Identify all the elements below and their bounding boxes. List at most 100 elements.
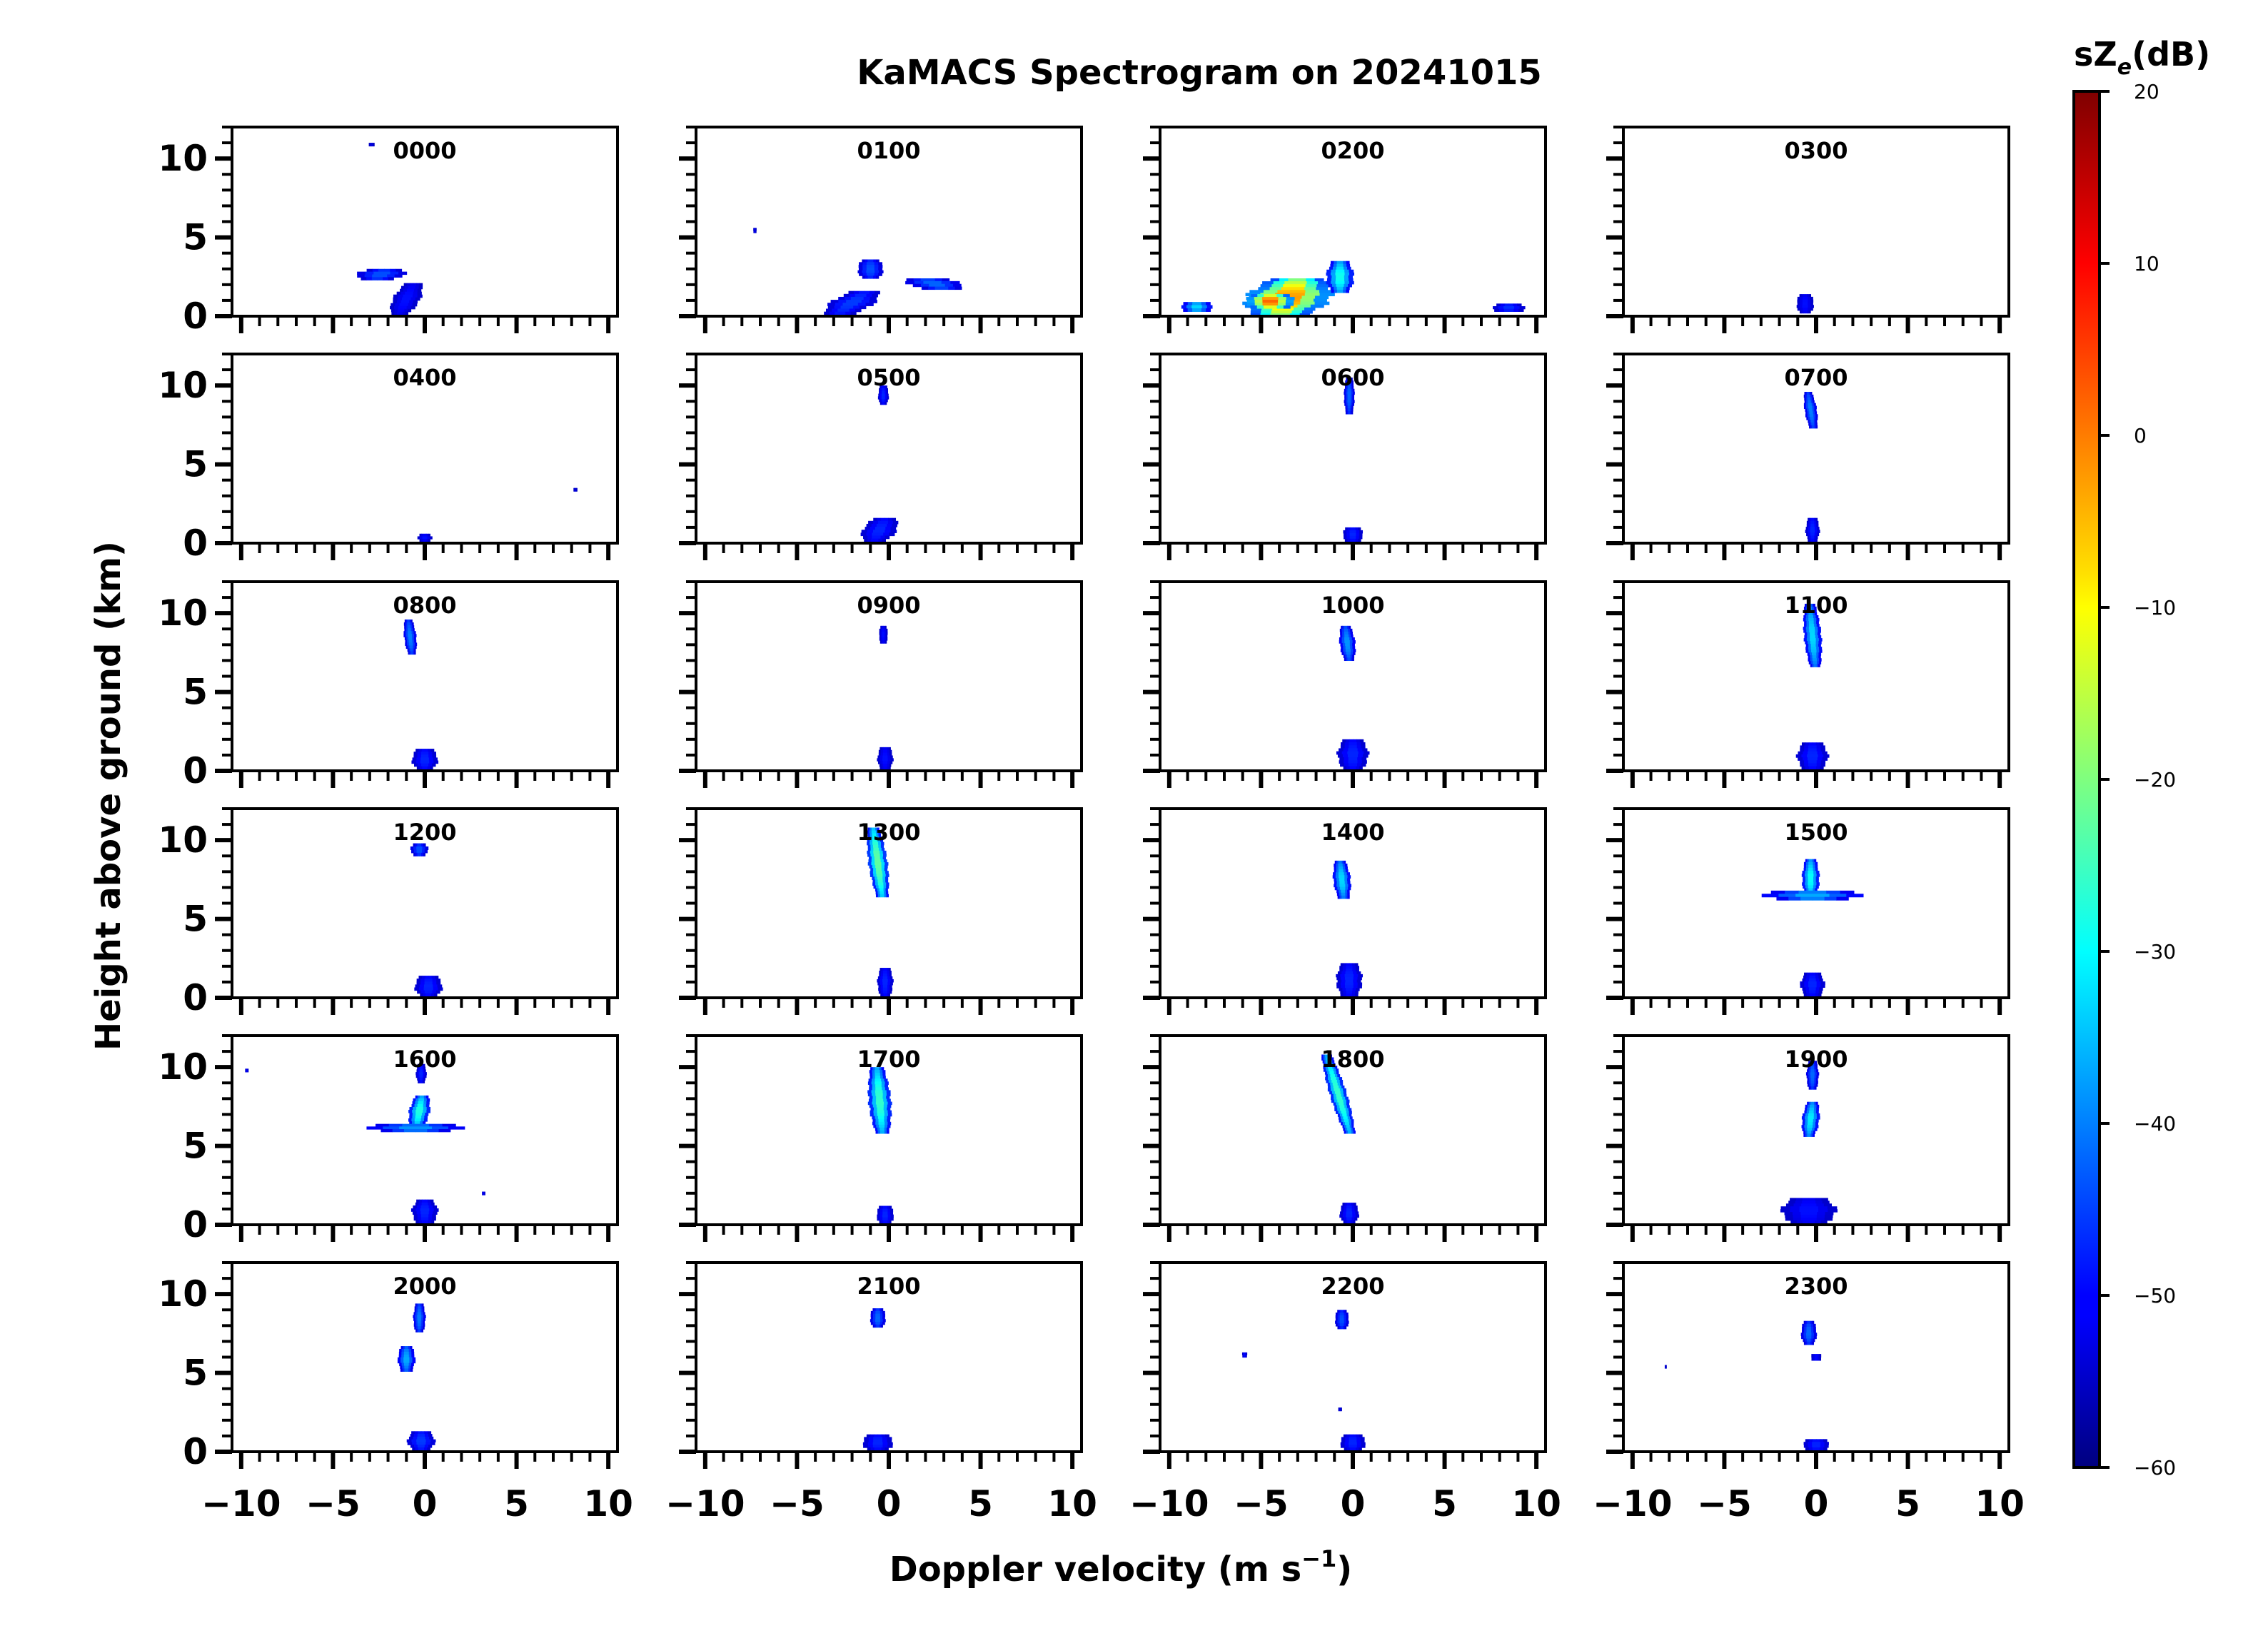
- echo-cell: [871, 856, 875, 860]
- echo-cell: [1192, 308, 1197, 312]
- echo-cell: [1808, 302, 1811, 305]
- echo-cell: [438, 987, 443, 991]
- echo-cell: [1806, 1330, 1810, 1333]
- echo-cell: [1344, 763, 1349, 767]
- echo-cell: [878, 1087, 882, 1091]
- echo-cell: [1827, 1206, 1838, 1210]
- echo-cell: [877, 1130, 881, 1134]
- echo-cell: [420, 1066, 423, 1070]
- colorbar-tick-label: −60: [2134, 1456, 2176, 1480]
- echo-cell: [912, 283, 922, 288]
- echo-cell: [1806, 1110, 1810, 1114]
- echo-cell: [1249, 290, 1264, 293]
- echo-cell: [1289, 295, 1303, 300]
- echo-cell: [1345, 405, 1347, 409]
- echo-cell: [1250, 305, 1258, 309]
- echo-cell: [1808, 308, 1811, 311]
- echo-cell: [872, 1073, 876, 1076]
- echo-cell: [413, 1434, 418, 1437]
- echo-cell: [1340, 886, 1344, 891]
- echo-cell: [410, 637, 413, 640]
- echo-cell: [1345, 1220, 1348, 1224]
- panel-echoes: [1795, 603, 1830, 770]
- echo-cell: [1344, 391, 1346, 395]
- echo-cell: [1347, 643, 1351, 647]
- echo-cell: [1810, 299, 1814, 303]
- echo-cell: [889, 973, 892, 977]
- echo-cell: [1341, 881, 1346, 885]
- echo-cell: [413, 1312, 416, 1315]
- echo-cell: [1340, 763, 1345, 767]
- echo-cell: [427, 766, 430, 770]
- echo-cell: [1346, 872, 1351, 876]
- echo-cell: [1808, 867, 1811, 871]
- echo-cell: [1810, 641, 1814, 644]
- echo-cell: [426, 1106, 431, 1111]
- echo-cell: [410, 639, 413, 643]
- echo-cell: [877, 879, 881, 884]
- echo-cell: [1349, 634, 1351, 638]
- echo-cell: [830, 300, 839, 303]
- echo-blob: [1801, 859, 1820, 898]
- echo-cell: [1803, 1445, 1809, 1448]
- echo-cell: [1812, 990, 1816, 994]
- echo-cell: [850, 311, 857, 315]
- echo-cell: [1335, 278, 1341, 282]
- echo-cell: [428, 979, 433, 982]
- echo-cell: [1814, 408, 1817, 412]
- echo-cell: [1359, 1434, 1363, 1437]
- echo-cell: [887, 1104, 892, 1108]
- echo-cell: [1353, 985, 1359, 989]
- echo-cell: [1816, 760, 1822, 764]
- echo-cell: [872, 839, 876, 843]
- echo-cell: [1808, 530, 1810, 533]
- echo-cell: [425, 763, 429, 767]
- echo-cell: [874, 1107, 878, 1111]
- echo-cell: [1342, 969, 1346, 972]
- echo-cell: [1808, 417, 1810, 420]
- y-tick-label: 0: [183, 522, 208, 564]
- echo-cell: [1808, 1330, 1812, 1333]
- echo-cell: [877, 1321, 881, 1325]
- echo-cell: [1808, 859, 1811, 863]
- echo-cell: [1361, 742, 1366, 746]
- echo-cell: [1785, 890, 1799, 894]
- echo-cell: [1814, 517, 1816, 522]
- echo-cell: [1770, 890, 1785, 894]
- echo-blob: [1803, 603, 1823, 667]
- echo-cell: [1334, 863, 1336, 867]
- panel-echoes: [357, 143, 423, 315]
- echo-cell: [1815, 411, 1818, 415]
- echo-cell: [1814, 1354, 1817, 1358]
- echo-cell: [872, 879, 876, 884]
- echo-cell: [1813, 422, 1815, 426]
- echo-cell: [882, 1214, 886, 1218]
- echo-cell: [1811, 1107, 1815, 1111]
- echo-cell: [1805, 527, 1809, 530]
- echo-cell: [406, 1362, 410, 1367]
- echo-cell: [428, 987, 434, 991]
- echo-cell: [1349, 1111, 1352, 1114]
- echo-cell: [869, 290, 875, 295]
- echo-cell: [412, 757, 417, 762]
- echo-cell: [1344, 625, 1346, 630]
- colorbar-label-unit: (dB): [2132, 35, 2210, 74]
- echo-cell: [1816, 763, 1822, 767]
- echo-cell: [884, 1214, 889, 1218]
- echo-cell: [1335, 1082, 1339, 1086]
- echo-cell: [1806, 1075, 1809, 1078]
- echo-cell: [1806, 1335, 1810, 1340]
- echo-cell: [880, 850, 884, 854]
- echo-blob: [1795, 742, 1830, 770]
- echo-cell: [880, 1208, 883, 1213]
- echo-cell: [419, 1072, 422, 1076]
- echo-cell: [400, 300, 405, 304]
- echo-cell: [405, 620, 408, 623]
- echo-cell: [1800, 299, 1803, 303]
- echo-cell: [1815, 1198, 1822, 1201]
- echo-cell: [870, 836, 873, 840]
- echo-cell: [1351, 411, 1354, 415]
- echo-cell: [1815, 517, 1818, 522]
- echo-cell: [1808, 984, 1813, 988]
- echo-cell: [1810, 517, 1813, 522]
